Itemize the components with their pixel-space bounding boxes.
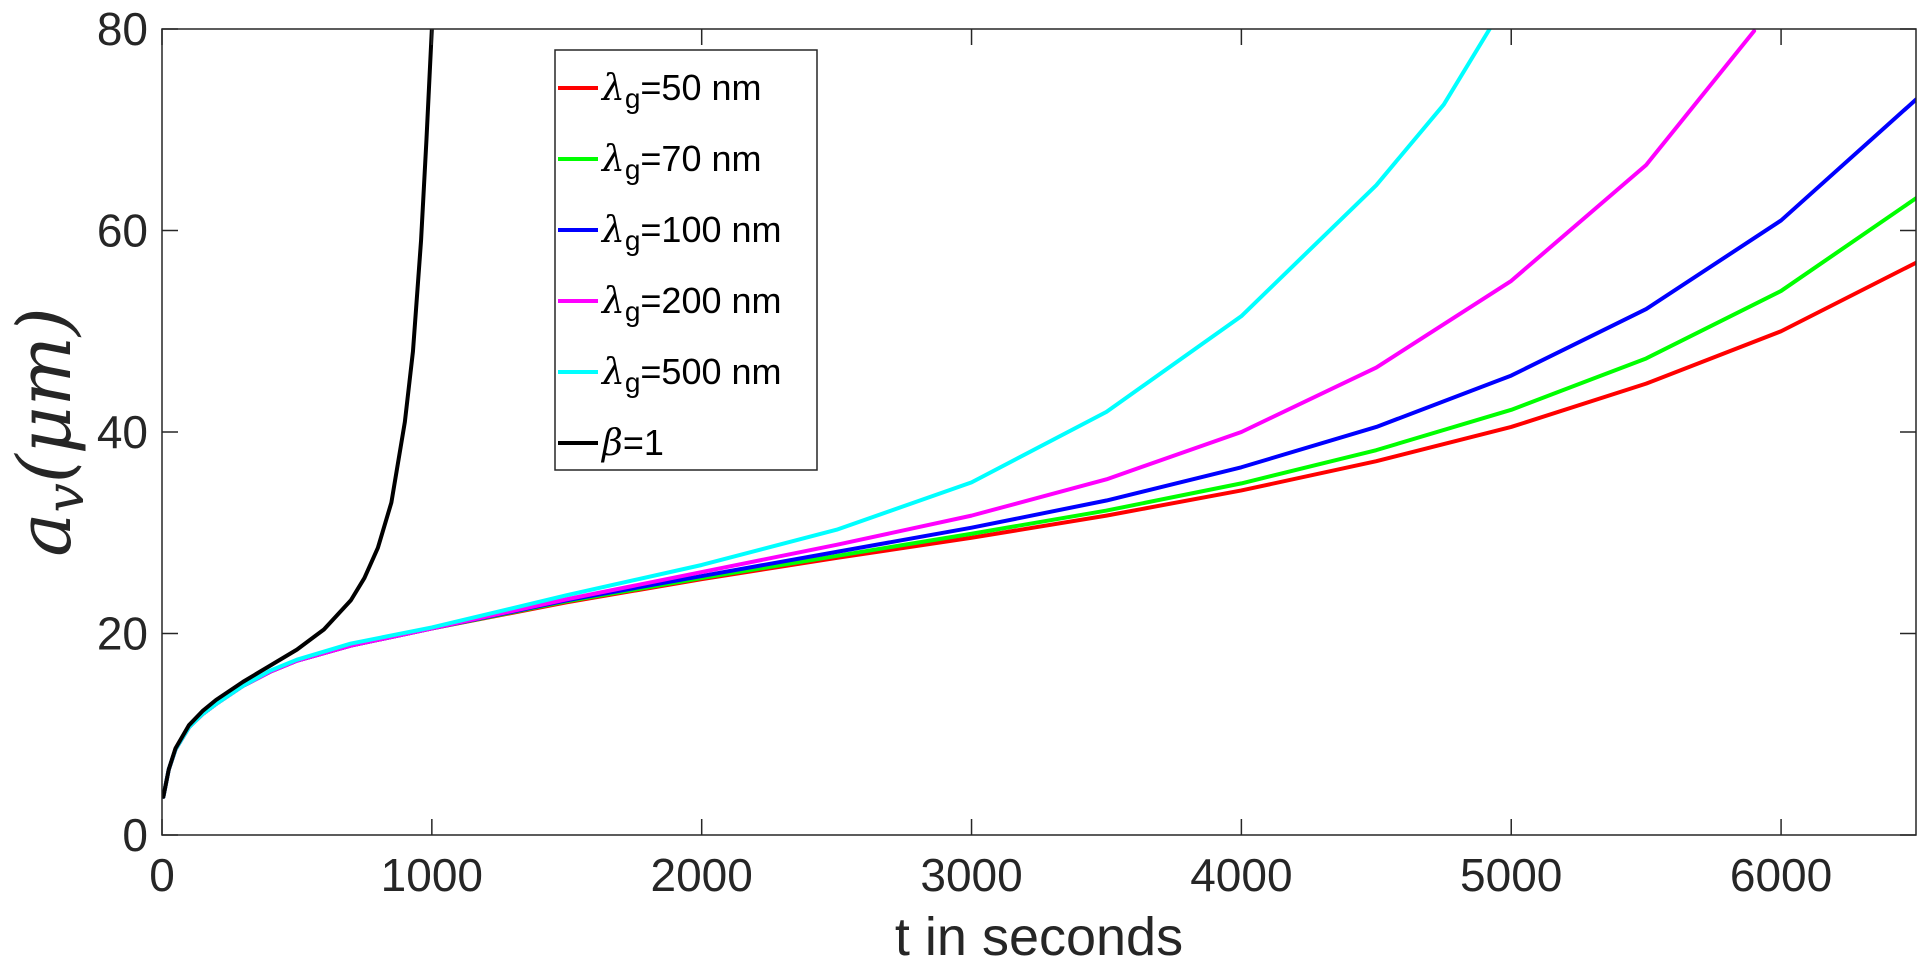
x-tick-label: 2000 <box>651 849 753 901</box>
legend-greek: λ <box>600 68 625 109</box>
legend-subscript: g <box>625 83 641 114</box>
y-tick-label: 20 <box>97 608 148 660</box>
series-line-4 <box>162 29 1757 799</box>
y-tick-label: 40 <box>97 406 148 458</box>
series-line-5 <box>162 29 1492 799</box>
x-tick-label: 4000 <box>1190 849 1292 901</box>
series-layer <box>162 29 1916 799</box>
y-tick-label: 80 <box>97 3 148 55</box>
legend-value: =200 nm <box>640 280 781 321</box>
y-axis-label-base: a <box>2 513 88 557</box>
legend-value: =50 nm <box>640 67 761 108</box>
y-tick-label: 0 <box>122 809 148 861</box>
series-line-1 <box>162 260 1916 799</box>
legend-subscript: g <box>625 367 641 398</box>
x-tick-label: 6000 <box>1730 849 1832 901</box>
y-tick-label: 60 <box>97 205 148 257</box>
x-tick-label: 5000 <box>1460 849 1562 901</box>
legend-value: =500 nm <box>640 351 781 392</box>
x-tick-label: 0 <box>149 849 175 901</box>
x-tick-label: 1000 <box>381 849 483 901</box>
legend-greek: β <box>600 423 623 464</box>
series-line-6 <box>162 29 434 799</box>
y-axis-label: av(μm) <box>2 307 96 557</box>
legend-greek: λ <box>600 352 625 393</box>
y-axis-ticks: 0 20 40 60 80 <box>97 3 1916 861</box>
legend-label-6: β=1 <box>600 422 664 464</box>
x-tick-label: 3000 <box>920 849 1022 901</box>
legend-greek: λ <box>600 210 625 251</box>
legend-subscript: g <box>625 225 641 256</box>
legend-subscript: g <box>625 154 641 185</box>
legend-label-4: λg=200 nm <box>600 280 782 327</box>
legend-subscript: g <box>625 296 641 327</box>
legend-label-2: λg=70 nm <box>600 138 761 185</box>
legend-label-1: λg=50 nm <box>600 67 761 114</box>
legend-label-3: λg=100 nm <box>600 209 782 256</box>
legend-value: =1 <box>623 422 664 463</box>
legend-value: =100 nm <box>640 209 781 250</box>
y-axis-label-unit: (μm) <box>2 307 88 483</box>
legend-greek: λ <box>600 281 625 322</box>
legend-label-5: λg=500 nm <box>600 351 782 398</box>
legend-box <box>554 49 818 471</box>
x-axis-label: t in seconds <box>895 907 1183 963</box>
legend-value: =70 nm <box>640 138 761 179</box>
legend-greek: λ <box>600 139 625 180</box>
x-axis-ticks: 0 1000 2000 3000 4000 5000 6000 <box>149 29 1832 901</box>
y-axis-label-sub: v <box>36 483 96 512</box>
y-axis-label-group: av(μm) <box>2 307 96 557</box>
